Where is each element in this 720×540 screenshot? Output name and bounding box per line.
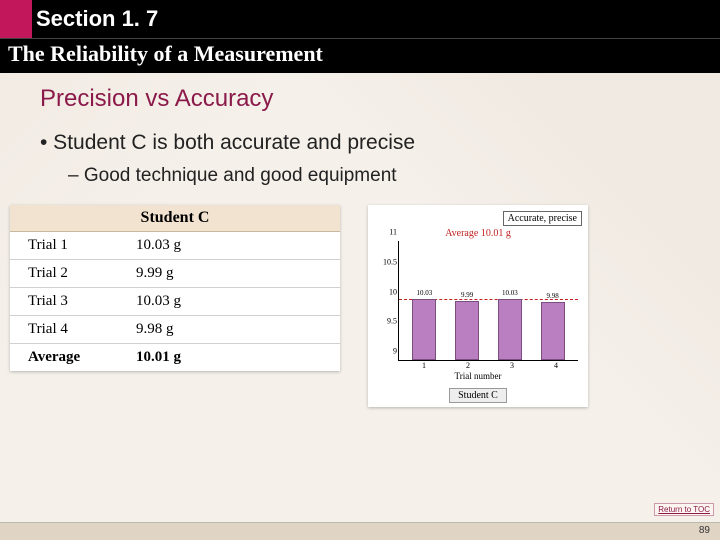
bar-value-label: 9.98 — [547, 292, 559, 300]
slide-title: Precision vs Accuracy — [40, 85, 690, 113]
chart-caption-top: Accurate, precise — [503, 211, 582, 226]
chart-box: Accurate, precise Average 10.01 g 9 9.5 … — [368, 205, 588, 407]
row-value: 10.03 g — [130, 288, 340, 315]
row-label: Trial 2 — [10, 260, 130, 287]
figure-row: Student C Trial 1 10.03 g Trial 2 9.99 g… — [10, 205, 690, 407]
bar: 9.98 — [541, 302, 565, 360]
x-axis-title: Trial number — [374, 371, 582, 381]
table-header: Student C — [10, 205, 340, 232]
y-tick: 10.5 — [383, 257, 397, 266]
x-tick: 2 — [466, 361, 470, 370]
subtitle-bar: The Reliability of a Measurement — [0, 38, 720, 73]
return-to-toc-link[interactable]: Return to TOC — [654, 503, 714, 516]
table-row: Trial 2 9.99 g — [10, 260, 340, 288]
row-label: Average — [10, 344, 130, 371]
bar: 10.03 — [498, 299, 522, 360]
row-label: Trial 1 — [10, 232, 130, 259]
bullet-level-1: • Student C is both accurate and precise — [40, 131, 690, 155]
chart-caption-bottom-label: Student C — [449, 388, 507, 403]
chart-caption-bottom: Student C — [374, 385, 582, 403]
bar-value-label: 10.03 — [502, 289, 518, 297]
x-tick: 4 — [554, 361, 558, 370]
y-tick: 10 — [389, 287, 397, 296]
bar-value-label: 10.03 — [417, 289, 433, 297]
footer-bar: 89 — [0, 522, 720, 540]
data-table: Student C Trial 1 10.03 g Trial 2 9.99 g… — [10, 205, 340, 371]
bar: 10.03 — [412, 299, 436, 360]
row-value: 9.99 g — [130, 260, 340, 287]
table-row-average: Average 10.01 g — [10, 344, 340, 371]
x-tick: 3 — [510, 361, 514, 370]
page-number: 89 — [699, 525, 710, 536]
x-tick: 1 — [422, 361, 426, 370]
content-area: Precision vs Accuracy • Student C is bot… — [0, 73, 720, 407]
y-ticks: 9 9.5 10 10.5 11 — [375, 241, 399, 360]
subtitle-text: The Reliability of a Measurement — [8, 41, 323, 66]
bar-value-label: 9.99 — [461, 291, 473, 299]
row-value: 10.01 g — [130, 344, 340, 371]
y-tick: 11 — [389, 228, 397, 237]
y-tick: 9.5 — [387, 317, 397, 326]
header-bar: Section 1. 7 — [0, 0, 720, 38]
bullet-level-2: – Good technique and good equipment — [68, 165, 690, 187]
row-value: 9.98 g — [130, 316, 340, 343]
x-labels: 1 2 3 4 — [398, 361, 582, 370]
section-label: Section 1. 7 — [36, 6, 158, 32]
bar: 9.99 — [455, 301, 479, 360]
bars-container: 10.03 9.99 10.03 9.98 — [399, 241, 578, 360]
row-label: Trial 3 — [10, 288, 130, 315]
chart-average-text: Average 10.01 g — [374, 228, 582, 239]
table-row: Trial 4 9.98 g — [10, 316, 340, 344]
row-value: 10.03 g — [130, 232, 340, 259]
row-label: Trial 4 — [10, 316, 130, 343]
table-row: Trial 1 10.03 g — [10, 232, 340, 260]
table-row: Trial 3 10.03 g — [10, 288, 340, 316]
y-tick: 9 — [393, 347, 397, 356]
section-color-block — [0, 0, 32, 38]
chart-plot-area: 9 9.5 10 10.5 11 10.039.9910.039.98 — [398, 241, 578, 361]
